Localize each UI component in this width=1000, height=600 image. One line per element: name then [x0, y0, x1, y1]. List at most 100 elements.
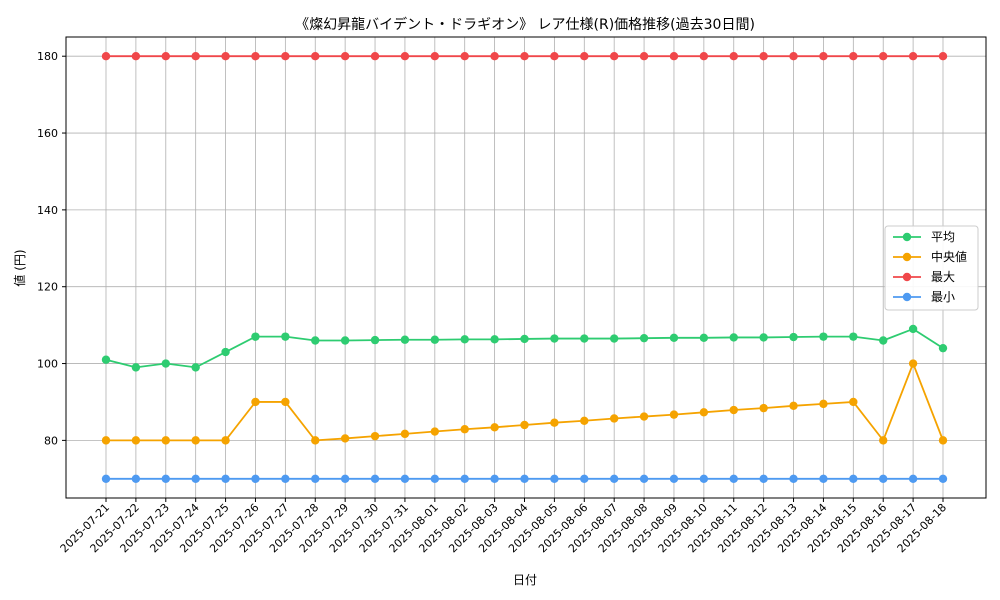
data-point: [251, 397, 260, 407]
data-point: [819, 332, 828, 341]
data-point: [789, 474, 798, 483]
data-point: [699, 474, 709, 483]
data-point: [340, 474, 350, 483]
data-point: [609, 474, 619, 483]
data-point: [311, 474, 320, 483]
data-point: [101, 474, 111, 483]
y-axis-label: 値 (円): [12, 249, 27, 286]
data-point: [370, 335, 380, 345]
series-0: [101, 324, 948, 372]
data-point: [430, 52, 440, 61]
x-axis-label: 日付: [513, 573, 537, 587]
data-point: [311, 336, 320, 345]
data-point: [849, 397, 858, 407]
data-point: [520, 334, 529, 344]
data-point: [430, 474, 440, 483]
data-point: [639, 474, 649, 483]
data-point: [131, 474, 141, 483]
data-point: [131, 436, 141, 445]
data-point: [729, 405, 738, 415]
data-point: [938, 343, 948, 353]
data-point: [161, 52, 170, 61]
data-point: [400, 335, 410, 344]
y-tick-label: 80: [44, 434, 58, 447]
data-point: [819, 52, 828, 61]
series-3: [101, 474, 948, 483]
data-point: [400, 429, 410, 439]
data-point: [490, 474, 499, 483]
data-point: [669, 52, 679, 61]
data-point: [908, 324, 918, 334]
data-point: [370, 52, 380, 61]
data-point: [460, 335, 469, 344]
data-point: [161, 359, 170, 368]
legend-box: [884, 225, 979, 311]
legend-swatch-marker: [902, 292, 912, 302]
data-point: [789, 332, 798, 342]
data-point: [669, 333, 679, 343]
data-point: [101, 52, 111, 61]
y-tick-label: 140: [37, 204, 58, 217]
data-point: [609, 52, 619, 61]
data-point: [370, 474, 380, 483]
data-point: [849, 474, 858, 483]
data-point: [580, 474, 589, 483]
y-tick-label: 180: [37, 50, 58, 63]
data-point: [729, 333, 738, 342]
data-point: [908, 52, 918, 61]
data-point: [370, 431, 380, 441]
data-point: [490, 335, 499, 344]
data-point: [221, 436, 230, 445]
data-point: [879, 436, 888, 445]
data-point: [639, 333, 649, 343]
data-point: [639, 412, 649, 421]
data-point: [191, 363, 200, 372]
data-point: [550, 334, 559, 343]
legend-label: 平均: [931, 230, 955, 244]
data-point: [131, 52, 141, 61]
data-point: [281, 52, 290, 61]
data-point: [191, 436, 200, 445]
plot-frame: [65, 36, 987, 499]
data-point: [580, 52, 589, 61]
data-point: [759, 474, 768, 483]
data-point: [340, 434, 350, 443]
data-point: [669, 410, 679, 419]
data-point: [101, 355, 111, 364]
data-point: [849, 52, 858, 61]
data-point: [699, 52, 709, 61]
legend-label: 最大: [931, 270, 955, 284]
data-point: [251, 474, 260, 483]
data-point: [819, 399, 828, 409]
data-point: [789, 401, 798, 410]
grid: [66, 37, 986, 498]
legend-swatch-marker: [902, 272, 912, 282]
chart-title: 《燦幻昇龍バイデント・ドラギオン》 レア仕様(R)価格推移(過去30日間): [295, 16, 755, 33]
data-point: [311, 436, 320, 445]
data-point: [669, 474, 679, 483]
data-point: [609, 414, 619, 423]
data-point: [251, 52, 260, 61]
data-point: [281, 332, 290, 341]
data-point: [938, 52, 948, 61]
data-point: [400, 52, 410, 61]
data-point: [281, 474, 290, 483]
legend-swatch-marker: [902, 232, 912, 242]
data-point: [131, 363, 141, 372]
data-point: [938, 474, 948, 483]
series-layer: [101, 52, 948, 483]
data-point: [759, 52, 768, 61]
data-point: [340, 336, 350, 345]
data-point: [191, 474, 200, 483]
data-point: [161, 436, 170, 445]
data-point: [879, 336, 888, 345]
data-point: [340, 52, 350, 61]
data-point: [191, 52, 200, 61]
data-point: [550, 418, 559, 427]
data-point: [520, 52, 529, 61]
data-point: [520, 474, 529, 483]
data-point: [879, 474, 888, 483]
data-point: [460, 474, 469, 483]
